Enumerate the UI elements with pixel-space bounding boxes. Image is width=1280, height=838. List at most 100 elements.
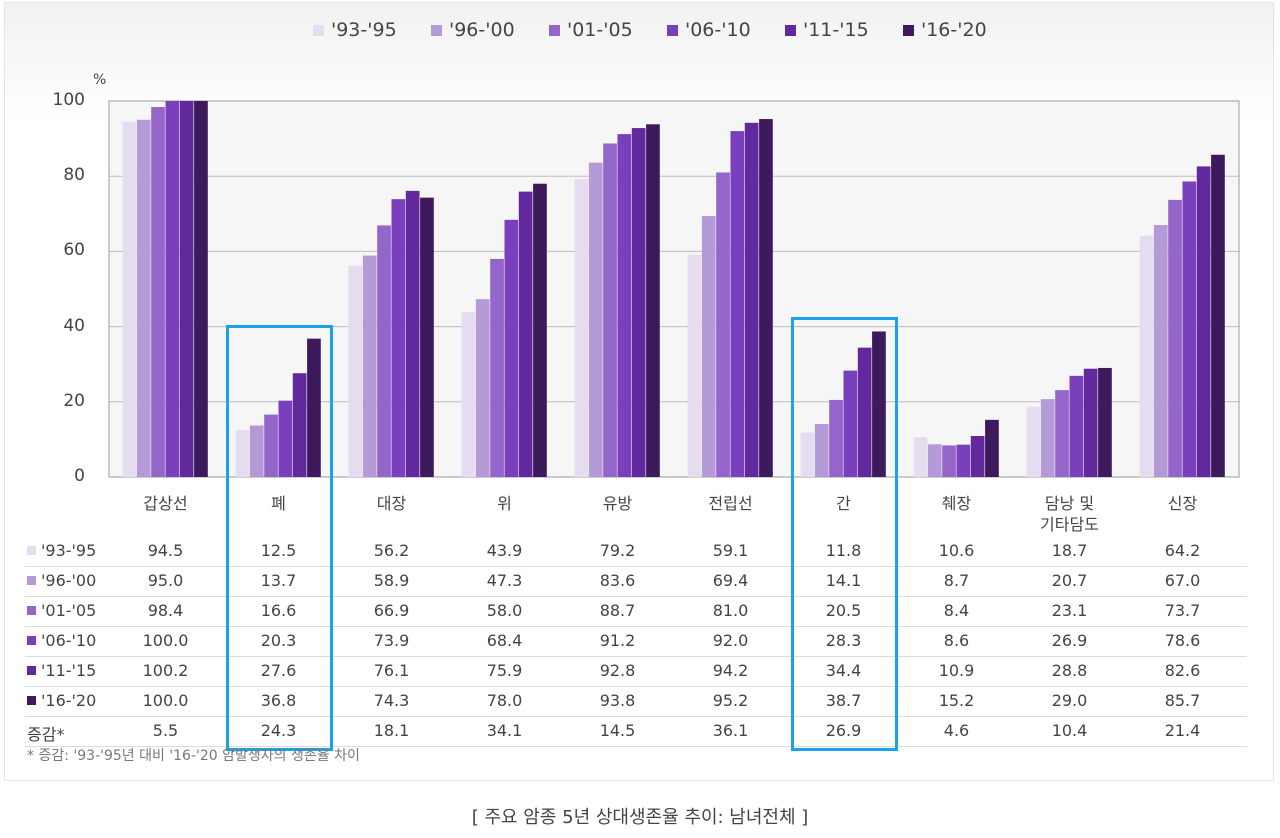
table-cell: 69.4 <box>712 571 749 590</box>
legend-item: '01-'05 <box>549 19 667 41</box>
table-row-swatch <box>27 606 36 615</box>
table-row-label: 증감* <box>27 721 64 745</box>
table-row-label: '16-'20 <box>27 691 96 710</box>
table-cell: 93.8 <box>599 691 636 710</box>
table-row-label: '11-'15 <box>27 661 96 680</box>
table-cell: 23.1 <box>1051 601 1088 620</box>
table-cell: 18.7 <box>1051 541 1088 560</box>
bar <box>1098 367 1112 477</box>
table-cell: 20.3 <box>260 631 297 650</box>
table-cell: 98.4 <box>147 601 184 620</box>
bar <box>631 128 646 477</box>
bar <box>857 347 872 477</box>
table-row-label: '06-'10 <box>27 631 96 650</box>
bar <box>292 373 307 477</box>
table-cell: 75.9 <box>486 661 523 680</box>
table-row-label: '96-'00 <box>27 571 96 590</box>
table-cell: 28.3 <box>825 631 862 650</box>
bar <box>194 101 208 477</box>
bar <box>603 143 617 477</box>
table-cell: 26.9 <box>1051 631 1088 650</box>
legend-swatch <box>431 24 442 36</box>
x-tick-label: 위 <box>497 494 512 513</box>
table-row-label-text: '06-'10 <box>41 631 97 650</box>
table-cell: 10.6 <box>938 541 975 560</box>
table-cell: 29.0 <box>1051 691 1088 710</box>
legend-item: '16-'20 <box>903 19 1021 41</box>
footnote: * 증감: '93-'95년 대비 '16-'20 암발생자의 생존율 차이 <box>27 748 360 764</box>
table-row-divider <box>25 596 1247 597</box>
table-cell: 67.0 <box>1164 571 1201 590</box>
bar <box>716 172 730 477</box>
bar <box>490 258 504 477</box>
bar <box>1083 368 1098 477</box>
table-cell: 88.7 <box>599 601 636 620</box>
table-cell: 14.1 <box>825 571 862 590</box>
legend-label: '16-'20 <box>921 19 987 41</box>
table-row-label-text: '96-'00 <box>41 571 97 590</box>
table-row-label: '01-'05 <box>27 601 96 620</box>
table-cell: 15.2 <box>938 691 975 710</box>
table-cell: 73.9 <box>373 631 410 650</box>
bar <box>461 311 476 477</box>
x-tick-label: 간 <box>836 494 851 513</box>
table-cell: 78.0 <box>486 691 523 710</box>
figure-caption: [ 주요 암종 5년 상대생존율 추이: 남녀전체 ] <box>471 807 809 828</box>
bar <box>872 331 886 477</box>
highlight-box <box>791 317 898 751</box>
bar <box>1026 406 1041 477</box>
table-row-divider <box>25 746 1247 747</box>
bar <box>759 119 773 477</box>
legend-label: '06-'10 <box>685 19 751 41</box>
bar <box>942 445 956 477</box>
table-cell: 16.6 <box>260 601 297 620</box>
x-tick-label: 대장 <box>376 494 407 513</box>
table-cell: 64.2 <box>1164 541 1201 560</box>
legend-label: '11-'15 <box>803 19 869 41</box>
y-tick-label: 60 <box>63 240 85 261</box>
table-cell: 94.2 <box>712 661 749 680</box>
legend-label: '96-'00 <box>449 19 515 41</box>
table-row-divider <box>25 686 1247 687</box>
bar <box>475 299 490 477</box>
y-tick-label: 80 <box>63 165 85 186</box>
bar <box>1055 390 1069 477</box>
chart-plot <box>108 100 1240 478</box>
table-cell: 58.9 <box>373 571 410 590</box>
table-cell: 21.4 <box>1164 721 1201 740</box>
table-cell: 91.2 <box>599 631 636 650</box>
table-cell: 47.3 <box>486 571 523 590</box>
table-row-swatch <box>27 546 36 555</box>
table-cell: 95.0 <box>147 571 184 590</box>
table-cell: 100.2 <box>142 661 189 680</box>
bar <box>701 216 716 477</box>
bar <box>348 265 363 477</box>
table-cell: 36.8 <box>260 691 297 710</box>
y-tick-label: 20 <box>63 390 85 411</box>
table-row-label-text: '11-'15 <box>41 661 97 680</box>
table-cell: 8.4 <box>943 601 970 620</box>
x-tick-label: 신장 <box>1167 494 1198 513</box>
bar <box>377 225 391 477</box>
table-cell: 14.5 <box>599 721 636 740</box>
x-tick-label: 폐 <box>271 494 286 513</box>
bar <box>1040 399 1055 477</box>
y-tick-label: 100 <box>52 90 85 110</box>
table-row-swatch <box>27 576 36 585</box>
bar <box>814 423 829 477</box>
bar <box>307 338 321 477</box>
table-cell: 95.2 <box>712 691 749 710</box>
bar <box>913 437 928 477</box>
table-cell: 36.1 <box>712 721 749 740</box>
table-cell: 10.9 <box>938 661 975 680</box>
bar <box>744 122 759 478</box>
bar <box>122 121 137 478</box>
table-cell: 66.9 <box>373 601 410 620</box>
legend-swatch <box>667 24 678 36</box>
bar <box>956 444 971 477</box>
bar <box>927 444 942 477</box>
bar <box>235 430 250 477</box>
legend-label: '93-'95 <box>331 19 397 41</box>
plot-frame <box>108 100 1240 478</box>
table-cell: 10.4 <box>1051 721 1088 740</box>
